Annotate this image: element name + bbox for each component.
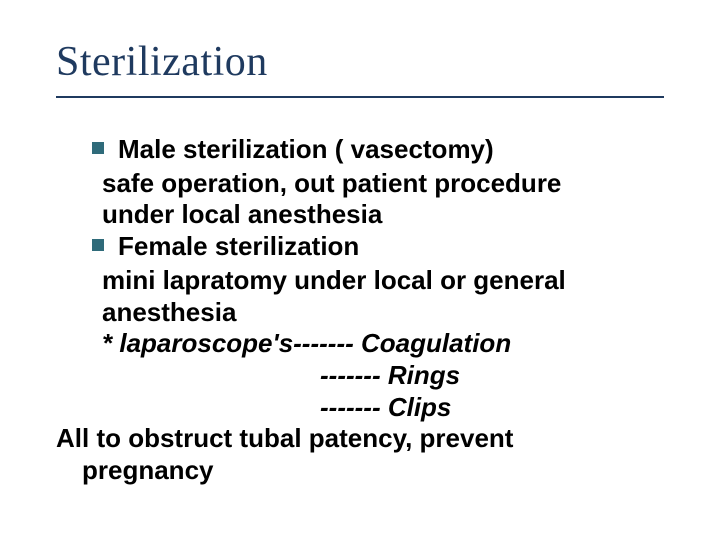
square-bullet-icon <box>92 142 104 154</box>
closing-line: pregnancy <box>82 455 664 487</box>
list-item: Male sterilization ( vasectomy) <box>92 134 664 166</box>
laparoscope-line: ------- Rings <box>320 360 664 392</box>
bullet-subline: safe operation, out patient procedure <box>102 168 664 200</box>
bullet-subline: under local anesthesia <box>102 199 664 231</box>
square-bullet-icon <box>92 239 104 251</box>
title-underline: Sterilization <box>56 38 664 98</box>
list-item: Female sterilization <box>92 231 664 263</box>
laparoscope-line: * laparoscope's------- Coagulation <box>102 328 664 360</box>
slide-title: Sterilization <box>56 38 664 86</box>
bullet-lead: Female sterilization <box>118 231 359 263</box>
closing-line: All to obstruct tubal patency, prevent <box>56 423 664 455</box>
bullet-lead: Male sterilization ( vasectomy) <box>118 134 494 166</box>
slide: Sterilization Male sterilization ( vasec… <box>0 0 720 540</box>
bullet-subline: anesthesia <box>102 297 664 329</box>
bullet-subline: mini lapratomy under local or general <box>102 265 664 297</box>
slide-body: Male sterilization ( vasectomy) safe ope… <box>56 134 664 487</box>
laparoscope-line: ------- Clips <box>320 392 664 424</box>
